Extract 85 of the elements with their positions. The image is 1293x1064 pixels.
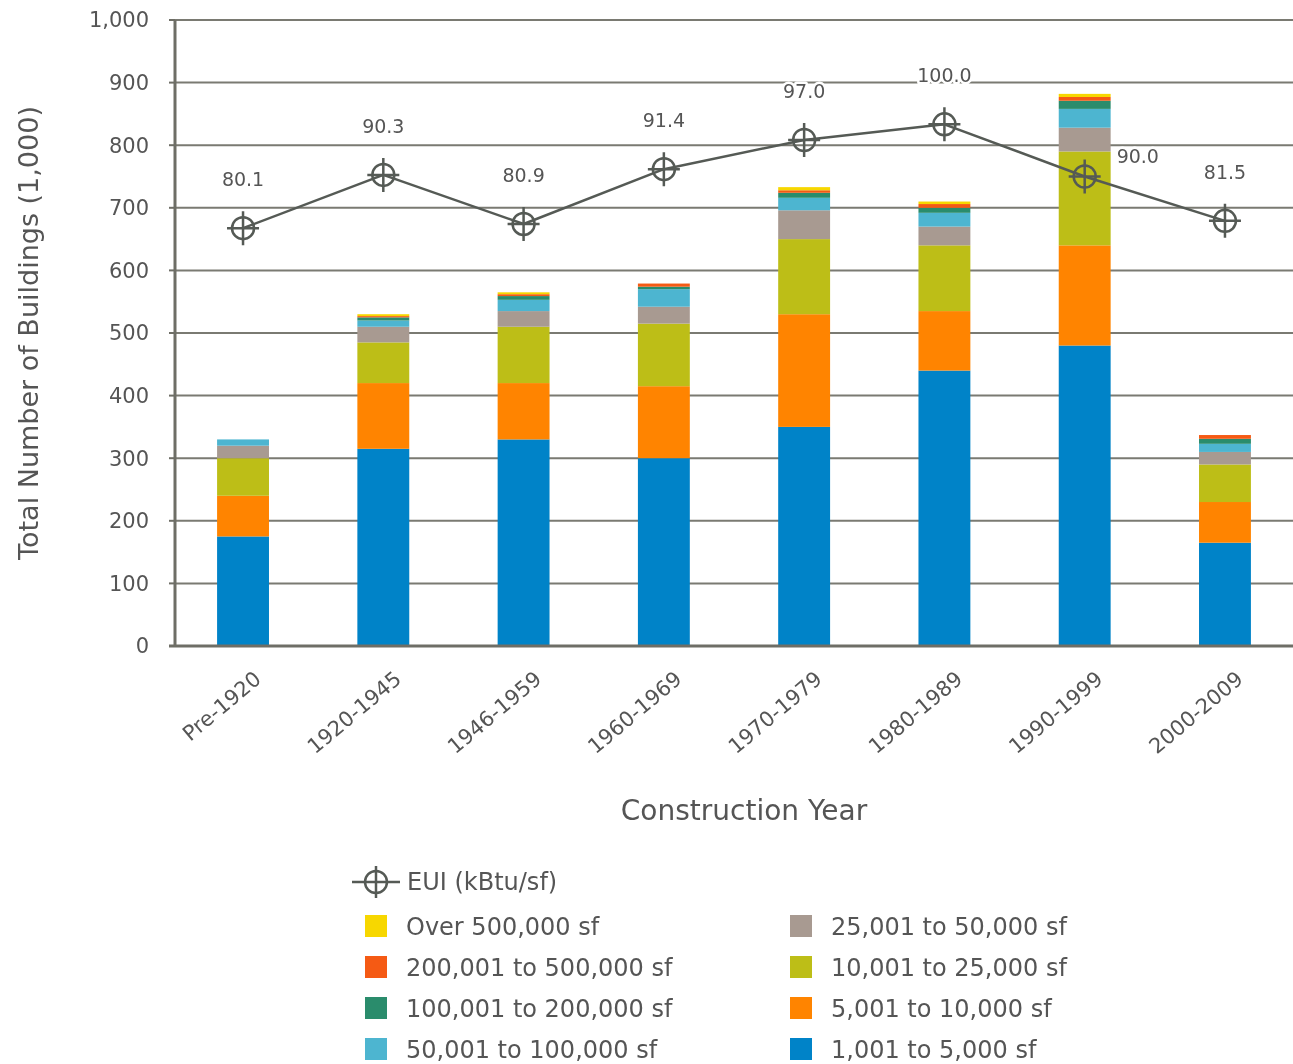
y-tick-label: 800 xyxy=(108,133,149,158)
point xyxy=(230,215,256,241)
y-tick-label: 300 xyxy=(108,446,149,471)
data-label: 80.9 xyxy=(502,163,545,186)
bar xyxy=(918,311,971,371)
y-tick-label: 500 xyxy=(108,321,149,346)
bar xyxy=(918,226,971,246)
bar xyxy=(1199,451,1251,465)
bar xyxy=(778,314,831,427)
bar xyxy=(1199,502,1251,543)
bar xyxy=(1058,97,1111,101)
legend-label: EUI (kBtu/sf) xyxy=(407,868,558,896)
bar xyxy=(497,326,550,384)
bar xyxy=(637,306,690,324)
bar xyxy=(217,445,269,459)
point xyxy=(932,112,957,137)
point xyxy=(1072,164,1097,189)
y-tick-label: 0 xyxy=(135,634,149,659)
legend-label: 25,001 to 50,000 sf xyxy=(831,913,1068,941)
data-label: 91.4 xyxy=(642,109,686,132)
bar xyxy=(357,342,410,384)
bar xyxy=(1058,127,1111,152)
bar xyxy=(1058,100,1111,109)
bar xyxy=(637,323,690,387)
bar xyxy=(497,311,550,327)
legend-label: 1,001 to 5,000 sf xyxy=(831,1036,1037,1064)
bar xyxy=(918,207,971,213)
point xyxy=(1212,208,1238,234)
y-tick-label: 100 xyxy=(108,571,149,596)
bar xyxy=(918,245,971,312)
bar xyxy=(357,383,410,449)
bar xyxy=(637,458,690,646)
y-tick-label: 200 xyxy=(108,509,149,534)
y-tick-label: 600 xyxy=(108,258,149,283)
bar xyxy=(497,383,550,440)
bar xyxy=(1199,464,1251,503)
bar xyxy=(1058,108,1111,128)
legend-label: 200,001 to 500,000 sf xyxy=(406,954,673,982)
y-tick-label: 400 xyxy=(108,383,149,408)
bar xyxy=(778,197,831,211)
data-label: 81.5 xyxy=(1203,160,1247,183)
bar xyxy=(217,439,269,446)
bar xyxy=(217,495,269,537)
data-label: 97.0 xyxy=(782,79,826,102)
y-tick-label: 700 xyxy=(108,196,149,221)
bar xyxy=(357,320,410,327)
bar xyxy=(918,370,971,646)
bar xyxy=(778,239,831,315)
data-label: 100.0 xyxy=(917,64,972,87)
point xyxy=(371,162,396,188)
point xyxy=(511,211,536,237)
x-axis-title: Construction Year xyxy=(620,794,868,827)
bar xyxy=(1058,151,1111,246)
legend-label: 10,001 to 25,000 sf xyxy=(831,954,1068,982)
legend-label: Over 500,000 sf xyxy=(406,913,600,941)
bar xyxy=(1199,443,1251,452)
legend-label: 100,001 to 200,000 sf xyxy=(406,995,673,1023)
bar xyxy=(217,536,269,646)
bar xyxy=(497,439,550,646)
bar xyxy=(778,210,831,240)
bar xyxy=(357,448,410,646)
bar xyxy=(1058,93,1111,97)
y-tick-label: 900 xyxy=(108,70,149,95)
legend-label: 5,001 to 10,000 sf xyxy=(831,995,1053,1023)
bar xyxy=(637,386,690,459)
bar xyxy=(357,326,410,343)
bar xyxy=(778,426,831,646)
legend-label: 50,001 to 100,000 sf xyxy=(406,1036,658,1064)
bar xyxy=(497,299,550,312)
bar xyxy=(637,289,690,307)
data-label: 80.1 xyxy=(221,168,265,191)
point xyxy=(651,156,677,182)
bar xyxy=(778,192,831,198)
data-label: 90.0 xyxy=(1116,144,1159,167)
bar xyxy=(918,212,971,227)
bar xyxy=(1199,435,1251,439)
bar xyxy=(1058,345,1111,646)
bar xyxy=(1199,542,1251,646)
point xyxy=(791,127,817,153)
bar xyxy=(1199,438,1251,444)
bar xyxy=(217,458,269,496)
y-axis-title: Total Number of Buildings (1,000) xyxy=(13,106,44,561)
data-label: 90.3 xyxy=(362,114,405,137)
y-tick-label: 1,000 xyxy=(88,8,149,33)
bar xyxy=(1058,245,1111,346)
